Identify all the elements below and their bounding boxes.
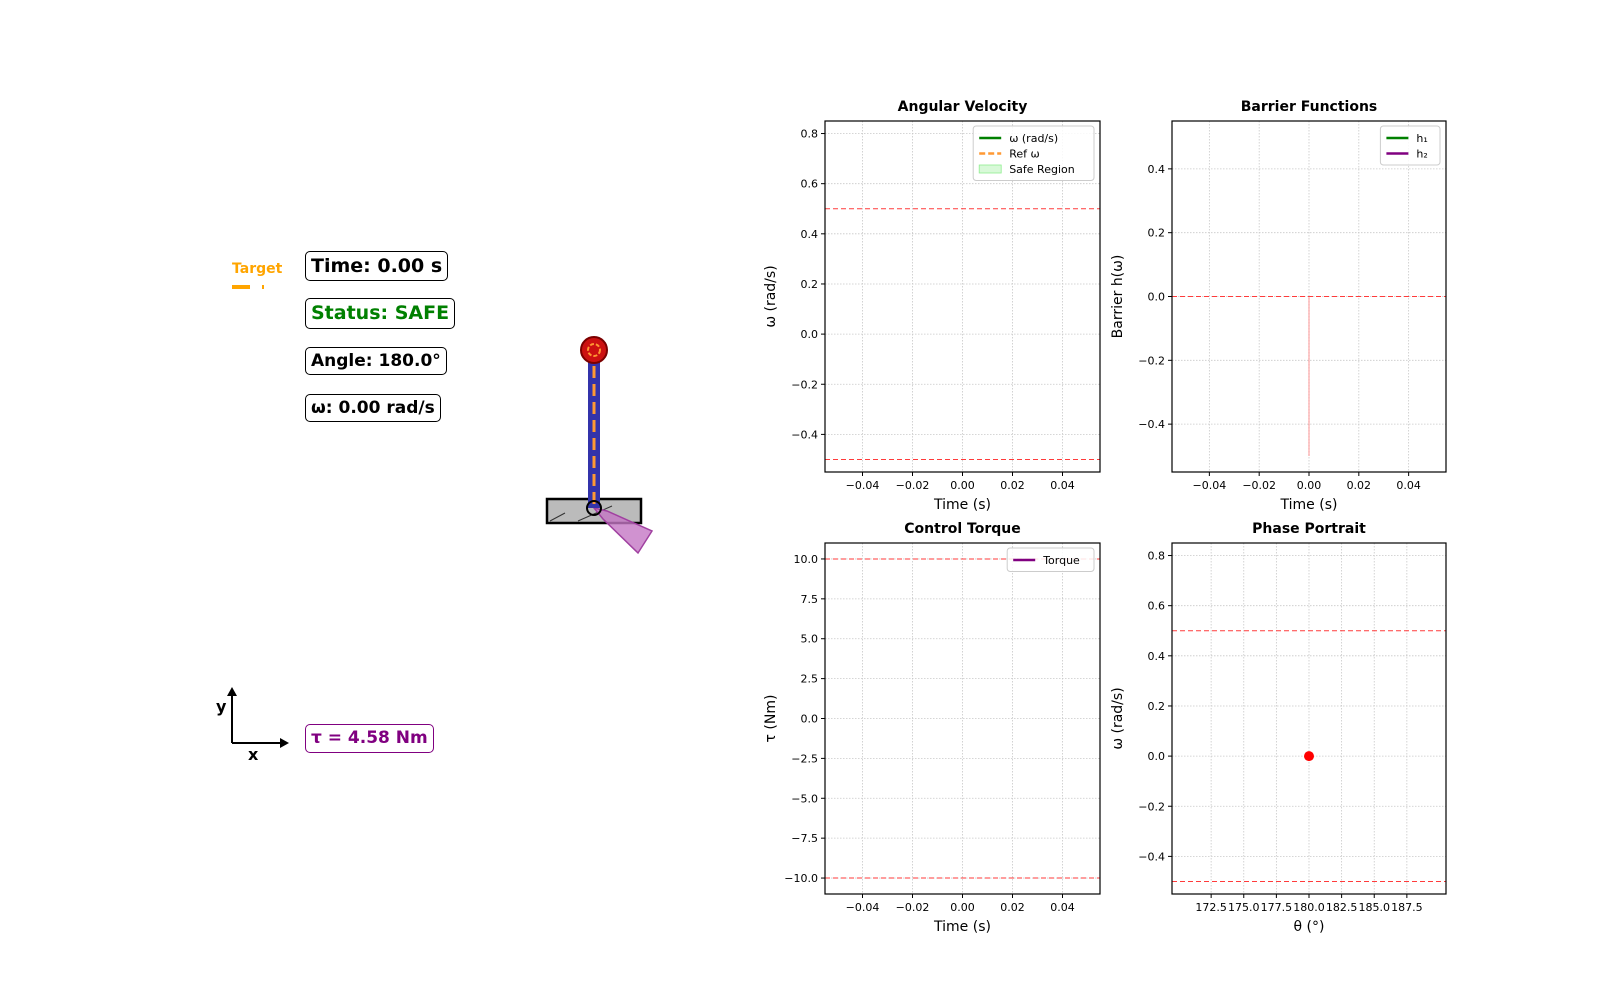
base-hatch-2 [577,505,613,522]
y-tick-label: 0.2 [1148,227,1166,240]
x-axis-label: Time (s) [933,497,991,513]
y-tick-label: 0.2 [1148,700,1166,713]
y-axis-label: τ (Nm) [763,695,779,743]
pendulum-animation: Target y x [216,261,654,764]
x-tick-label: 0.00 [950,901,975,914]
y-tick-label: −0.2 [1138,354,1165,367]
chart-title: Phase Portrait [1252,521,1366,537]
chart-3: −0.04 −0.02 0.00 0.02 0.04 −10.0 −7.5 −5.0 −2.5 0… [763,521,1101,935]
y-tick-label: 0.4 [801,228,819,241]
omega-readout: ω: 0.00 rad/s [305,394,441,422]
chart-2: −0.04 −0.02 0.00 0.02 0.04 −0.4 −0.2 0.0 0.2 0.4 B… [1110,99,1447,513]
legend-box [1006,547,1095,572]
angle-readout: Angle: 180.0° [305,347,447,375]
axis-y-label: y [216,697,227,716]
y-tick-label: 0.4 [1148,163,1166,176]
y-tick-label: 10.0 [794,553,819,566]
target-label: Target [232,261,283,277]
legend-label: Torque [1042,554,1080,567]
y-tick-label: 0.0 [1148,750,1166,763]
x-axis-label: Time (s) [933,919,991,935]
y-tick-label: −0.2 [1138,800,1165,813]
y-tick-label: −0.4 [1138,850,1165,863]
x-tick-label: 0.00 [950,479,975,492]
y-tick-label: 5.0 [801,633,819,646]
y-tick-label: −7.5 [791,832,818,845]
x-tick-label: −0.02 [1242,479,1276,492]
pivot [586,500,602,516]
x-tick-label: 0.02 [1000,479,1025,492]
x-tick-label: 182.5 [1326,901,1358,914]
y-tick-label: −0.4 [1138,418,1165,431]
x-tick-label: 0.04 [1050,479,1075,492]
y-tick-label: 0.2 [801,278,819,291]
y-tick-label: −0.4 [791,428,818,441]
x-tick-label: 185.0 [1358,901,1390,914]
legend-label: Safe Region [1009,163,1075,176]
y-tick-label: 2.5 [801,673,819,686]
x-tick-label: 172.5 [1195,901,1227,914]
phase-point [1304,751,1314,762]
legend-swatch [978,164,1002,174]
axis-x-label: x [248,745,259,764]
x-tick-label: −0.02 [896,901,930,914]
y-tick-label: −10.0 [784,872,818,885]
x-tick-label: −0.04 [846,901,880,914]
x-axis-label: θ (°) [1294,919,1325,935]
x-tick-label: 0.04 [1050,901,1075,914]
legend-label: ω (rad/s) [1009,132,1058,145]
y-axis-label: Barrier h(ω) [1110,255,1126,339]
x-tick-label: 180.0 [1293,901,1325,914]
y-tick-label: 0.0 [1148,291,1166,304]
x-tick-label: 187.5 [1391,901,1423,914]
x-tick-label: −0.04 [846,479,880,492]
y-tick-label: 0.8 [801,128,819,141]
y-axis-label: ω (rad/s) [763,265,779,327]
x-tick-label: 0.00 [1297,479,1322,492]
torque-readout: τ = 4.58 Nm [305,724,434,753]
legend-label: h₁ [1416,132,1427,145]
x-tick-label: −0.02 [896,479,930,492]
chart-1: −0.04 −0.02 0.00 0.02 0.04 −0.4 −0.2 0.0 0.2 0.4 0… [763,99,1101,513]
bob-ring [587,343,601,357]
y-tick-label: 0.6 [801,178,819,191]
y-tick-label: 7.5 [801,593,819,606]
axis-x-arrowhead [280,738,289,748]
base-hatch-1 [549,512,566,522]
status-readout: Status: SAFE [305,298,456,329]
plot-frame [824,120,1101,473]
plot-frame [1171,120,1447,473]
plot-frame [1171,542,1447,895]
legend-box [1379,125,1441,166]
chart-title: Angular Velocity [898,99,1028,115]
y-tick-label: −0.2 [791,378,818,391]
chart-4: 172.5 175.0 177.5 180.0 182.5 185.0 187.5 −0.4 −… [1110,521,1447,935]
x-tick-label: 0.02 [1347,479,1372,492]
y-tick-label: 0.8 [1148,550,1166,563]
y-axis-label: ω (rad/s) [1110,687,1126,749]
axis-y-arrowhead [227,687,237,696]
y-tick-label: 0.0 [801,713,819,726]
legend-label: h₂ [1416,148,1427,161]
x-tick-label: 0.04 [1396,479,1421,492]
y-tick-label: −2.5 [791,752,818,765]
plot-frame [824,542,1101,895]
torque-wedge [592,506,654,555]
chart-title: Barrier Functions [1241,99,1378,115]
y-tick-label: 0.6 [1148,600,1166,613]
pendulum-bob [580,336,608,364]
x-tick-label: 175.0 [1228,901,1260,914]
x-axis-label: Time (s) [1280,497,1338,513]
x-tick-label: −0.04 [1193,479,1227,492]
legend-box [972,125,1095,181]
chart-title: Control Torque [904,521,1020,537]
legend-label: Ref ω [1009,148,1039,161]
x-tick-label: 177.5 [1261,901,1293,914]
y-tick-label: 0.0 [801,328,819,341]
y-tick-label: 0.4 [1148,650,1166,663]
x-tick-label: 0.02 [1000,901,1025,914]
time-readout: Time: 0.00 s [305,251,449,281]
y-tick-label: −5.0 [791,792,818,805]
